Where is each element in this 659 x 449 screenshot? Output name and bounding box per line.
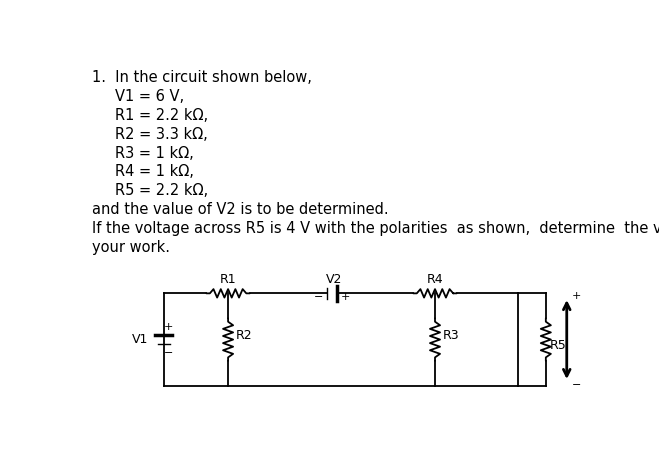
Text: R3: R3 xyxy=(443,329,459,342)
Text: R5 = 2.2 kΩ,: R5 = 2.2 kΩ, xyxy=(115,183,208,198)
Text: V1: V1 xyxy=(132,333,148,346)
Text: V2: V2 xyxy=(326,273,343,286)
Text: R1: R1 xyxy=(219,273,237,286)
Text: your work.: your work. xyxy=(92,240,169,255)
Text: R5: R5 xyxy=(550,339,567,352)
Text: V1 = 6 V,: V1 = 6 V, xyxy=(115,89,184,104)
Text: R4: R4 xyxy=(426,273,444,286)
Text: −: − xyxy=(314,292,324,302)
Text: 1.  In the circuit shown below,: 1. In the circuit shown below, xyxy=(92,70,312,85)
Text: R2 = 3.3 kΩ,: R2 = 3.3 kΩ, xyxy=(115,127,208,141)
Text: If the voltage across R5 is 4 V with the polarities  as shown,  determine  the v: If the voltage across R5 is 4 V with the… xyxy=(92,221,659,236)
Text: +: + xyxy=(341,292,350,302)
Text: R2: R2 xyxy=(236,329,252,342)
Text: and the value of V2 is to be determined.: and the value of V2 is to be determined. xyxy=(92,202,388,217)
Text: −: − xyxy=(572,380,581,390)
Text: +: + xyxy=(572,291,581,301)
Text: R3 = 1 kΩ,: R3 = 1 kΩ, xyxy=(115,145,194,160)
Text: +: + xyxy=(163,322,173,332)
Text: R1 = 2.2 kΩ,: R1 = 2.2 kΩ, xyxy=(115,108,208,123)
Text: −: − xyxy=(163,348,173,358)
Text: R4 = 1 kΩ,: R4 = 1 kΩ, xyxy=(115,164,194,179)
